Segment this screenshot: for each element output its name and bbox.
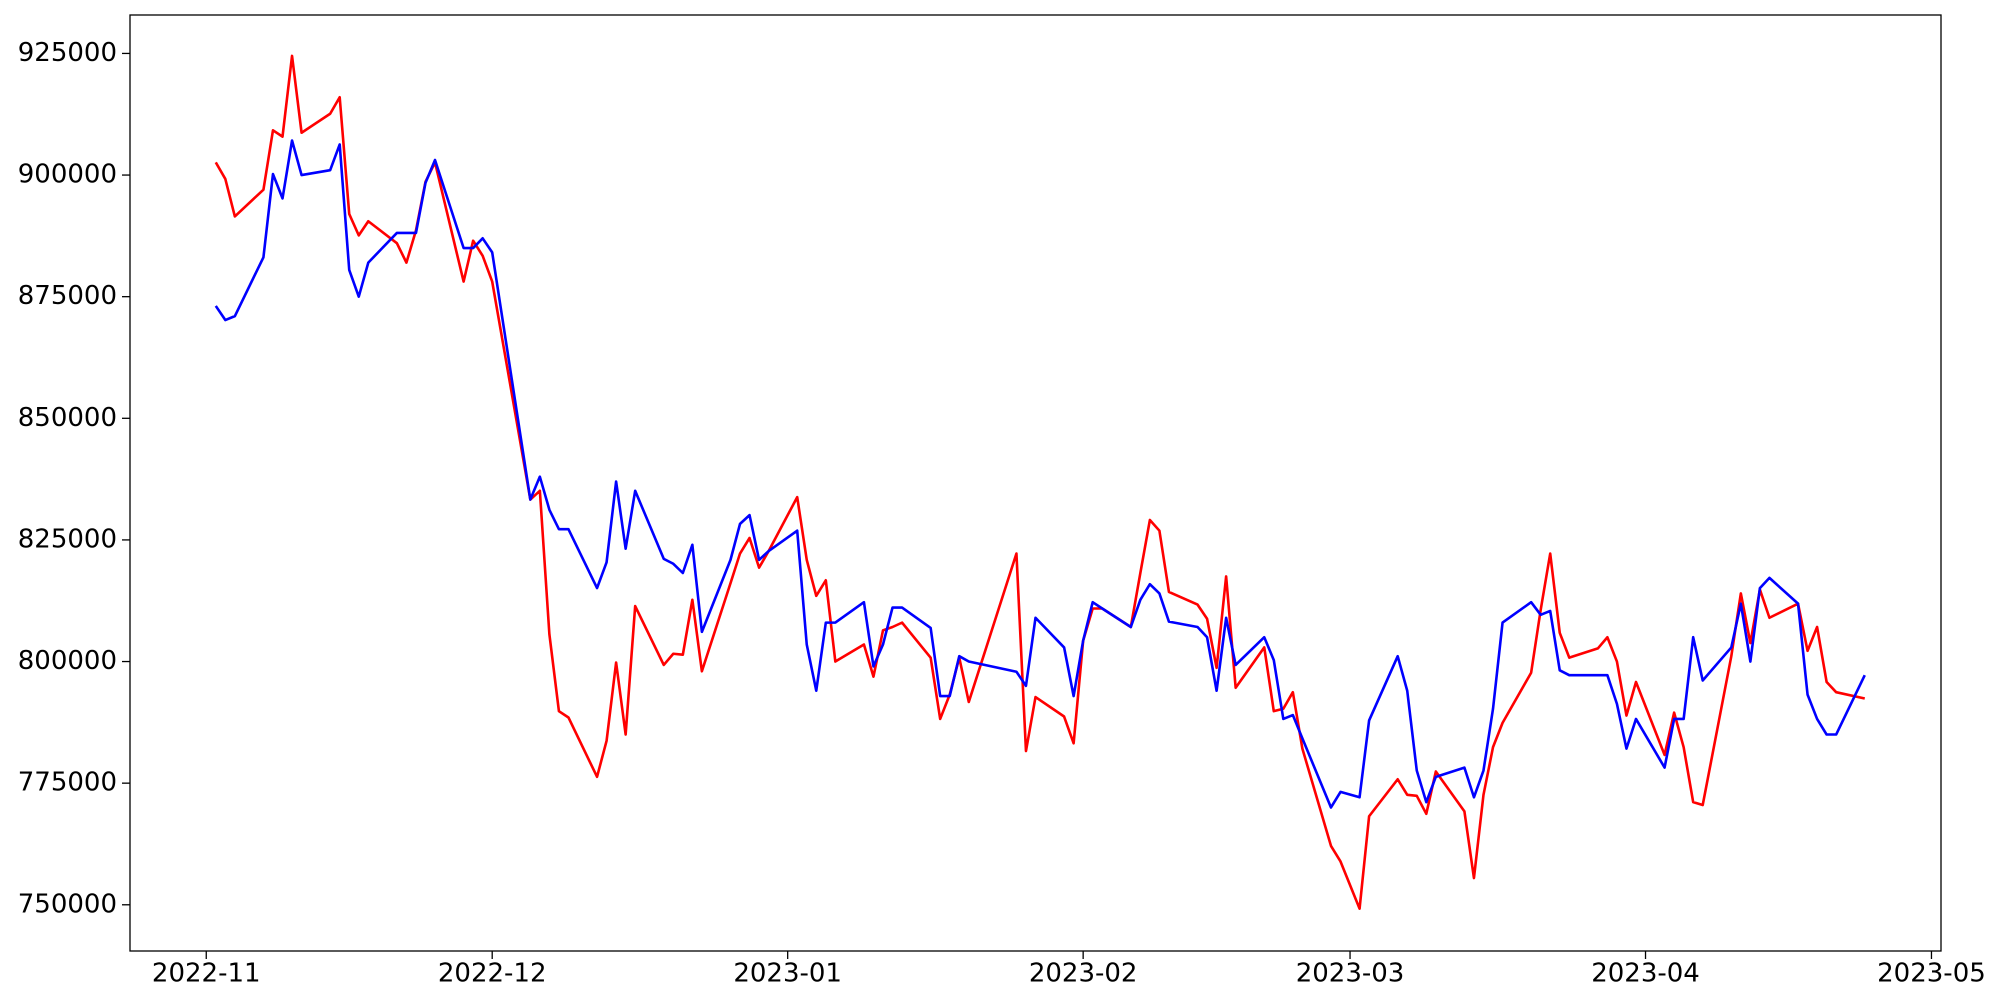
- y-tick-label: 800000: [18, 646, 117, 676]
- plot-frame: [129, 14, 1942, 952]
- y-tick-label: 900000: [18, 160, 117, 190]
- line-series: [214, 54, 1866, 910]
- x-tick-label: 2023-01: [733, 959, 842, 989]
- y-tick-label: 925000: [18, 38, 117, 68]
- y-tick-label: 775000: [18, 768, 117, 798]
- y-tick-label: 875000: [18, 281, 117, 311]
- y-tick-label: 750000: [18, 889, 117, 919]
- x-tick-label: 2022-11: [152, 959, 261, 989]
- x-tick-label: 2022-12: [438, 959, 547, 989]
- y-tick-label: 850000: [18, 403, 117, 433]
- x-tick-label: 2023-04: [1591, 959, 1700, 989]
- x-tick-label: 2023-03: [1296, 959, 1405, 989]
- y-tick-label: 825000: [18, 524, 117, 554]
- x-tick-label: 2023-02: [1029, 959, 1138, 989]
- line-series: [214, 139, 1866, 809]
- x-tick-label: 2023-05: [1877, 959, 1986, 989]
